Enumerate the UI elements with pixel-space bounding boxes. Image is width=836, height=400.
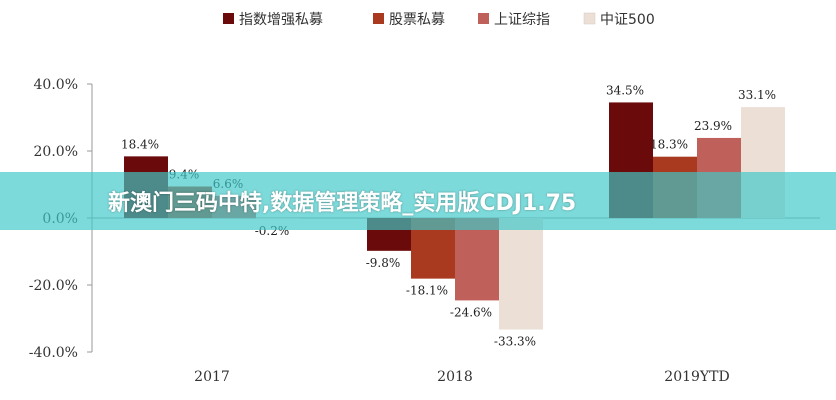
watermark-banner: 新澳门三码中特,数据管理策略_实用版CDJ1.75 <box>0 172 836 230</box>
legend-swatch <box>583 12 596 25</box>
data-label: 23.9% <box>694 119 732 133</box>
legend-swatch <box>373 13 384 24</box>
data-label: -33.3% <box>494 335 536 349</box>
y-tick-label: 20.0% <box>34 144 78 160</box>
banner-text: 新澳门三码中特,数据管理策略_实用版CDJ1.75 <box>108 191 577 216</box>
legend-label: 指数增强私募 <box>239 12 323 28</box>
legend-swatch <box>478 13 489 24</box>
y-tick-label: -40.0% <box>29 345 78 361</box>
legend-swatch <box>223 13 234 24</box>
legend-label: 中证500 <box>600 12 655 28</box>
data-label: -18.1% <box>406 284 448 298</box>
data-label: -9.8% <box>366 256 401 270</box>
x-tick-label: 2018 <box>437 369 473 385</box>
y-tick-label: 40.0% <box>34 77 78 93</box>
data-label: 34.5% <box>606 83 644 97</box>
y-tick-label: -20.0% <box>29 278 78 294</box>
bar <box>499 218 543 330</box>
legend-label: 上证综指 <box>494 12 550 28</box>
data-label: 18.4% <box>121 137 159 151</box>
data-label: 18.3% <box>650 138 688 152</box>
x-tick-label: 2017 <box>194 369 230 385</box>
data-label: 33.1% <box>738 88 776 102</box>
bar <box>455 218 499 301</box>
x-tick-label: 2019YTD <box>664 369 729 385</box>
data-label: -24.6% <box>450 305 492 319</box>
legend-label: 股票私募 <box>389 12 445 28</box>
legend: 指数增强私募 股票私募 上证综指 中证500 <box>223 12 655 28</box>
